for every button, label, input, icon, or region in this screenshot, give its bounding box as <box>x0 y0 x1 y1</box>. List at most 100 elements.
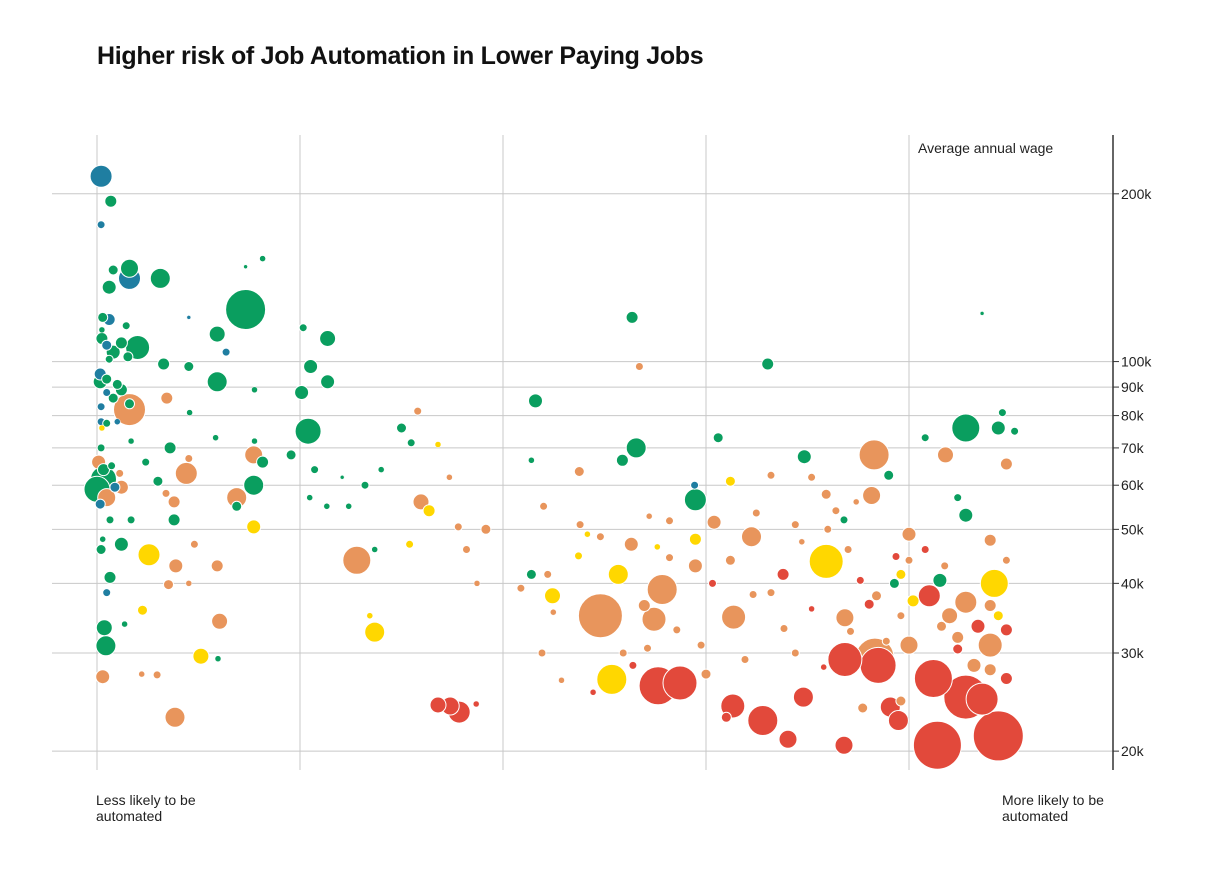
data-point[interactable] <box>970 618 986 634</box>
data-point[interactable] <box>779 624 789 633</box>
data-point[interactable] <box>706 514 722 530</box>
data-point[interactable] <box>766 588 776 598</box>
data-point[interactable] <box>623 536 639 552</box>
data-point[interactable] <box>977 632 1003 658</box>
data-point[interactable] <box>577 593 623 639</box>
data-point[interactable] <box>700 668 712 680</box>
data-point[interactable] <box>364 621 386 643</box>
data-point[interactable] <box>174 461 198 485</box>
data-point[interactable] <box>101 339 113 351</box>
data-point[interactable] <box>712 432 724 444</box>
data-point[interactable] <box>665 553 674 563</box>
data-point[interactable] <box>983 599 997 612</box>
data-point[interactable] <box>778 729 798 749</box>
data-point[interactable] <box>366 612 374 619</box>
data-point[interactable] <box>665 516 674 526</box>
data-point[interactable] <box>97 311 109 323</box>
data-point[interactable] <box>741 526 762 548</box>
data-point[interactable] <box>858 439 890 471</box>
data-point[interactable] <box>662 665 698 701</box>
data-point[interactable] <box>160 391 174 405</box>
data-point[interactable] <box>95 619 113 637</box>
data-point[interactable] <box>212 434 219 441</box>
data-point[interactable] <box>319 330 337 347</box>
data-point[interactable] <box>115 468 125 478</box>
data-point[interactable] <box>979 568 1009 598</box>
data-point[interactable] <box>637 599 651 612</box>
data-point[interactable] <box>114 418 121 425</box>
data-point[interactable] <box>528 393 543 409</box>
data-point[interactable] <box>206 371 228 393</box>
data-point[interactable] <box>99 535 106 543</box>
data-point[interactable] <box>96 443 106 453</box>
data-point[interactable] <box>607 563 629 585</box>
data-point[interactable] <box>1001 555 1011 565</box>
data-point[interactable] <box>429 696 447 714</box>
data-point[interactable] <box>645 512 653 520</box>
data-point[interactable] <box>102 418 112 428</box>
data-point[interactable] <box>835 608 855 628</box>
data-point[interactable] <box>210 559 224 573</box>
data-point[interactable] <box>634 362 644 371</box>
data-point[interactable] <box>109 481 121 493</box>
data-point[interactable] <box>405 539 415 549</box>
data-point[interactable] <box>98 424 106 432</box>
data-point[interactable] <box>114 336 128 350</box>
data-point[interactable] <box>243 264 248 269</box>
data-point[interactable] <box>163 441 177 455</box>
data-point[interactable] <box>121 321 131 331</box>
data-point[interactable] <box>121 620 128 628</box>
data-point[interactable] <box>891 552 901 561</box>
data-point[interactable] <box>920 433 930 443</box>
data-point[interactable] <box>211 612 229 630</box>
data-point[interactable] <box>720 711 732 723</box>
data-point[interactable] <box>303 359 319 374</box>
data-point[interactable] <box>251 437 258 445</box>
data-point[interactable] <box>120 258 139 278</box>
data-point[interactable] <box>94 498 106 510</box>
data-point[interactable] <box>163 579 174 591</box>
data-point[interactable] <box>958 507 974 523</box>
data-point[interactable] <box>243 474 265 496</box>
data-point[interactable] <box>952 643 964 655</box>
data-point[interactable] <box>846 626 855 636</box>
data-point[interactable] <box>859 646 897 684</box>
data-point[interactable] <box>98 326 106 334</box>
data-point[interactable] <box>834 735 854 755</box>
data-point[interactable] <box>983 533 997 547</box>
data-point[interactable] <box>137 604 148 616</box>
data-point[interactable] <box>138 670 145 678</box>
data-point[interactable] <box>453 522 463 532</box>
data-point[interactable] <box>747 705 779 736</box>
data-point[interactable] <box>126 515 136 525</box>
data-point[interactable] <box>434 441 442 448</box>
data-point[interactable] <box>105 515 115 525</box>
data-point[interactable] <box>999 672 1013 685</box>
data-point[interactable] <box>558 677 565 684</box>
data-point[interactable] <box>883 469 895 481</box>
data-point[interactable] <box>95 669 111 685</box>
data-point[interactable] <box>954 590 978 614</box>
data-point[interactable] <box>462 545 471 554</box>
data-point[interactable] <box>164 706 186 728</box>
data-point[interactable] <box>310 465 320 475</box>
data-point[interactable] <box>615 453 629 467</box>
data-point[interactable] <box>871 590 882 602</box>
data-point[interactable] <box>646 574 678 605</box>
data-point[interactable] <box>525 568 537 580</box>
data-point[interactable] <box>823 524 833 534</box>
data-point[interactable] <box>690 480 700 490</box>
data-point[interactable] <box>932 572 948 588</box>
data-point[interactable] <box>516 583 526 593</box>
data-point[interactable] <box>776 567 790 581</box>
data-point[interactable] <box>643 643 652 653</box>
data-point[interactable] <box>371 546 378 553</box>
data-point[interactable] <box>979 311 985 316</box>
data-point[interactable] <box>748 590 758 599</box>
data-point[interactable] <box>761 357 775 371</box>
data-point[interactable] <box>855 575 865 585</box>
data-point[interactable] <box>862 486 882 505</box>
data-point[interactable] <box>584 530 591 538</box>
data-point[interactable] <box>852 498 860 506</box>
data-point[interactable] <box>294 385 310 400</box>
